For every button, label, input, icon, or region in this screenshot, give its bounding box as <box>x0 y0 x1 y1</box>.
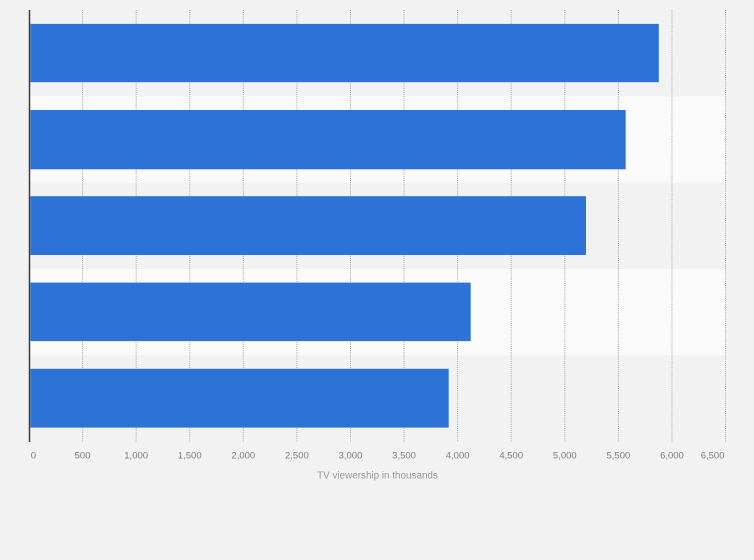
svg-text:3,500: 3,500 <box>392 450 416 461</box>
svg-text:4,500: 4,500 <box>499 450 523 461</box>
svg-text:5,000: 5,000 <box>553 450 577 461</box>
svg-text:2,000: 2,000 <box>231 450 255 461</box>
svg-text:2,500: 2,500 <box>285 450 309 461</box>
svg-text:1,500: 1,500 <box>178 450 202 461</box>
svg-text:4,000: 4,000 <box>446 450 470 461</box>
svg-text:6,000: 6,000 <box>660 450 684 461</box>
svg-text:TV viewership in thousands: TV viewership in thousands <box>317 470 438 481</box>
svg-text:1,000: 1,000 <box>124 450 148 461</box>
svg-text:500: 500 <box>75 450 91 461</box>
svg-text:5,500: 5,500 <box>606 450 630 461</box>
svg-text:0: 0 <box>31 450 36 461</box>
svg-text:3,000: 3,000 <box>339 450 363 461</box>
svg-text:6,500: 6,500 <box>701 450 725 461</box>
